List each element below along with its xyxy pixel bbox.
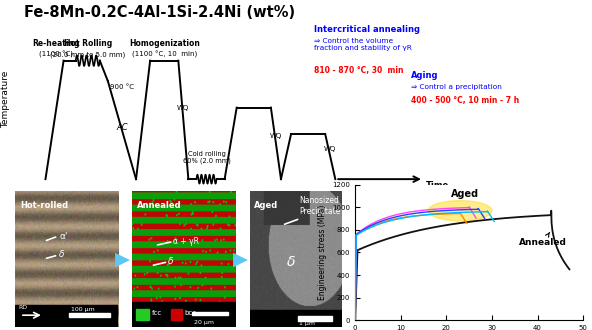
Text: α': α' xyxy=(59,232,68,241)
Text: δ: δ xyxy=(59,250,65,259)
Text: Annealed: Annealed xyxy=(137,201,182,210)
Text: 20 μm: 20 μm xyxy=(194,320,214,325)
Text: Aging: Aging xyxy=(411,71,439,80)
Text: Temperature: Temperature xyxy=(1,70,11,128)
Text: (20.0 mm to 5.0 mm): (20.0 mm to 5.0 mm) xyxy=(50,51,126,58)
Text: Annealed: Annealed xyxy=(519,232,567,247)
Text: fcc: fcc xyxy=(152,310,162,315)
Text: Hot-rolled: Hot-rolled xyxy=(20,201,68,210)
Text: 100 μm: 100 μm xyxy=(71,307,95,312)
Bar xyxy=(192,312,229,314)
Bar xyxy=(250,311,342,327)
Ellipse shape xyxy=(428,201,492,221)
Text: ▶: ▶ xyxy=(233,249,248,269)
Bar xyxy=(15,305,118,327)
Text: Homogenization: Homogenization xyxy=(129,39,200,49)
Text: α + γR: α + γR xyxy=(173,237,200,246)
Text: Re-heating: Re-heating xyxy=(32,39,79,49)
Text: AC: AC xyxy=(116,123,128,132)
Text: Hot Rolling: Hot Rolling xyxy=(63,39,112,49)
Text: 810 - 870 °C, 30  min: 810 - 870 °C, 30 min xyxy=(314,66,403,75)
Text: 900 °C: 900 °C xyxy=(110,84,134,90)
Text: Aged: Aged xyxy=(451,189,479,199)
Text: Intercritical annealing: Intercritical annealing xyxy=(314,25,420,34)
Text: Fe-8Mn-0.2C-4Al-1Si-2.4Ni (wt%): Fe-8Mn-0.2C-4Al-1Si-2.4Ni (wt%) xyxy=(24,5,295,20)
Text: ⇒ Control the volume
fraction and stability of γR: ⇒ Control the volume fraction and stabil… xyxy=(314,38,411,51)
Y-axis label: Engineering stress (MPa): Engineering stress (MPa) xyxy=(318,205,327,300)
Bar xyxy=(172,309,182,320)
Text: bcc: bcc xyxy=(185,310,197,315)
Text: Aged: Aged xyxy=(255,201,279,210)
Text: WQ: WQ xyxy=(269,133,282,139)
Text: Time: Time xyxy=(426,181,449,190)
Text: Cold rolling
60% (2.0 mm): Cold rolling 60% (2.0 mm) xyxy=(182,151,230,164)
Bar xyxy=(132,302,236,327)
Bar xyxy=(298,316,332,321)
Text: δ: δ xyxy=(287,255,295,269)
Text: (1100 °C): (1100 °C) xyxy=(38,51,73,58)
Text: RD: RD xyxy=(18,305,27,310)
Text: (1100 °C, 10  min): (1100 °C, 10 min) xyxy=(131,51,197,58)
Text: WQ: WQ xyxy=(177,105,189,111)
Text: ⇒ Control a precipitation: ⇒ Control a precipitation xyxy=(411,84,503,90)
Bar xyxy=(136,309,149,320)
Text: WQ: WQ xyxy=(324,146,336,151)
Text: Nanosized
Precipitate: Nanosized Precipitate xyxy=(300,196,341,216)
Text: ▶: ▶ xyxy=(115,249,130,269)
Text: δ: δ xyxy=(168,257,174,266)
Text: 400 - 500 °C, 10 min - 7 h: 400 - 500 °C, 10 min - 7 h xyxy=(411,96,520,105)
Bar xyxy=(69,313,110,316)
Text: 1 μm: 1 μm xyxy=(300,321,316,326)
